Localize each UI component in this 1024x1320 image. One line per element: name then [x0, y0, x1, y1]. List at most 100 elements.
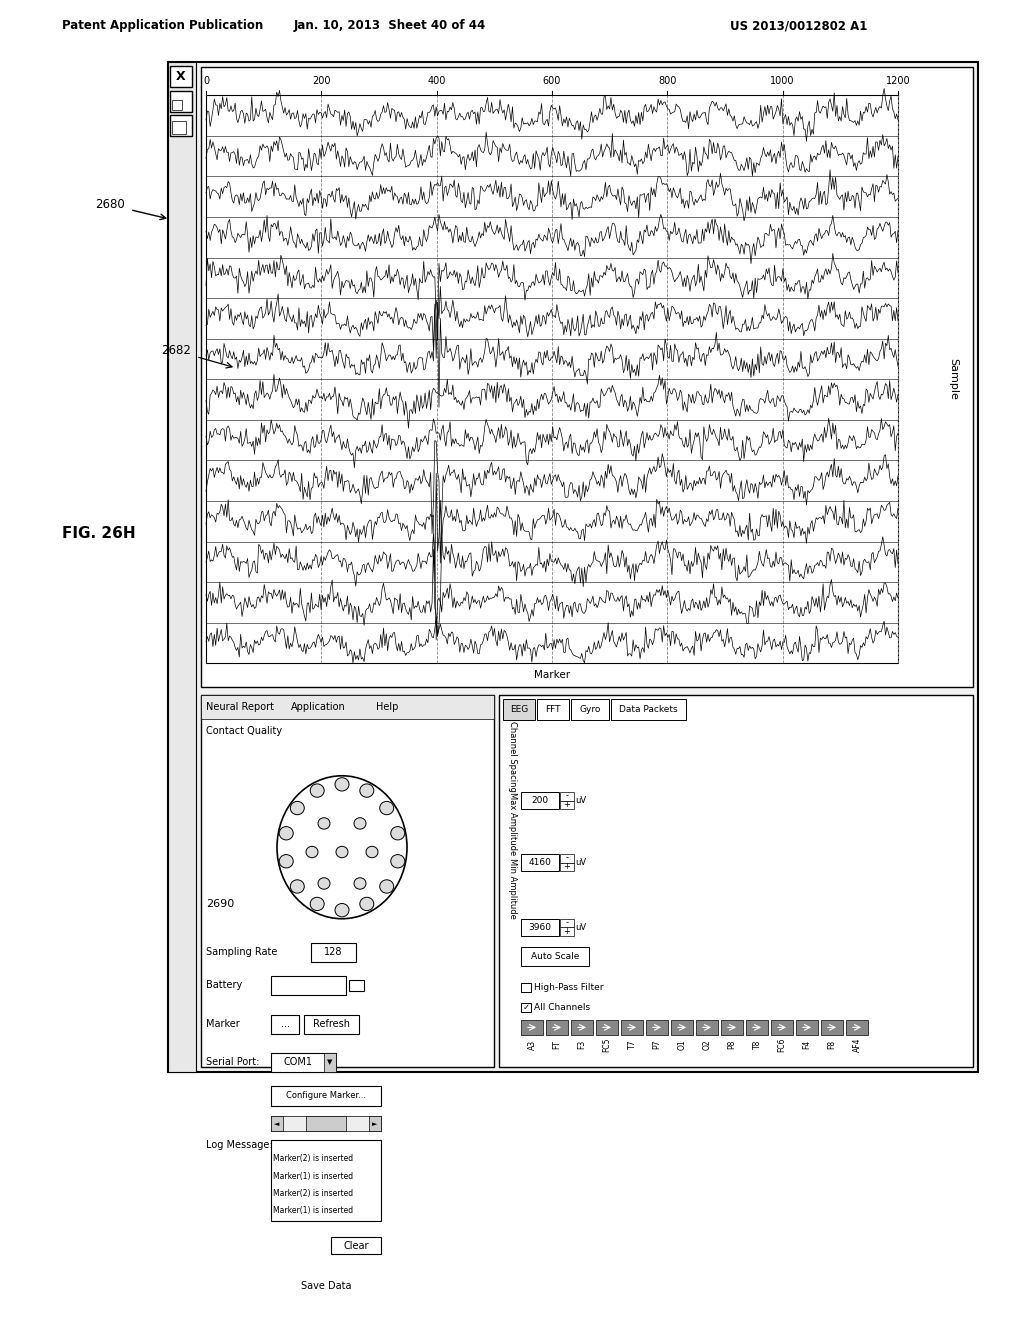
Text: -: - [565, 791, 568, 800]
Bar [271, 975, 346, 995]
Bar [271, 1140, 381, 1221]
Text: Configure Marker...: Configure Marker... [286, 1090, 366, 1100]
Text: P7: P7 [652, 1040, 662, 1049]
Circle shape [335, 903, 349, 917]
Bar [771, 1020, 793, 1035]
Bar [271, 1115, 283, 1131]
Text: Marker: Marker [534, 669, 570, 680]
Text: US 2013/0012802 A1: US 2013/0012802 A1 [730, 20, 867, 32]
Text: 600: 600 [543, 77, 561, 86]
Bar [746, 1020, 768, 1035]
Text: O2: O2 [702, 1039, 712, 1049]
Text: Marker(2) is inserted: Marker(2) is inserted [273, 1189, 353, 1197]
Bar [537, 698, 569, 719]
Text: FT: FT [553, 1040, 561, 1049]
Bar [671, 1020, 693, 1035]
Text: 200: 200 [312, 77, 331, 86]
Bar [560, 919, 574, 928]
Text: +: + [563, 862, 570, 871]
Text: 2682: 2682 [161, 345, 190, 358]
Text: Serial Port:: Serial Port: [206, 1057, 259, 1067]
Text: ►: ► [373, 1121, 378, 1127]
Text: uV: uV [575, 923, 586, 932]
Bar [170, 115, 193, 136]
Bar [521, 854, 559, 871]
Text: Jan. 10, 2013  Sheet 40 of 44: Jan. 10, 2013 Sheet 40 of 44 [294, 20, 486, 32]
Bar [521, 948, 589, 966]
Bar [271, 1319, 381, 1320]
Text: 128: 128 [324, 946, 342, 957]
Text: FC5: FC5 [602, 1038, 611, 1052]
Text: Gyro: Gyro [580, 705, 601, 714]
Text: 3960: 3960 [528, 923, 552, 932]
Text: ...: ... [281, 1019, 290, 1028]
Bar [170, 91, 193, 111]
Text: AF4: AF4 [853, 1038, 861, 1052]
Text: 4160: 4160 [528, 858, 552, 867]
Text: A3: A3 [527, 1039, 537, 1049]
Text: 2680: 2680 [95, 198, 125, 211]
Bar [271, 1086, 381, 1106]
Text: Min Amplitude: Min Amplitude [509, 858, 517, 919]
Text: ✓: ✓ [523, 1003, 530, 1012]
Text: ◄: ◄ [274, 1121, 280, 1127]
Bar [271, 1275, 381, 1299]
Bar [621, 1020, 643, 1035]
Text: F4: F4 [803, 1040, 811, 1049]
Text: ▼: ▼ [328, 1059, 333, 1065]
Text: Data Packets: Data Packets [618, 705, 677, 714]
Text: 0: 0 [203, 77, 209, 86]
Text: 2690: 2690 [206, 899, 234, 909]
Bar [306, 1115, 346, 1131]
Bar [721, 1020, 743, 1035]
Text: FC6: FC6 [777, 1038, 786, 1052]
Bar [571, 1020, 593, 1035]
Text: +: + [563, 927, 570, 936]
Text: High-Pass Filter: High-Pass Filter [534, 983, 603, 991]
Text: uV: uV [575, 796, 586, 805]
Bar [304, 1015, 359, 1034]
Bar [172, 100, 182, 110]
Bar [596, 1020, 618, 1035]
Text: COM1: COM1 [283, 1057, 312, 1067]
Circle shape [318, 878, 330, 890]
Text: FIG. 26H: FIG. 26H [62, 527, 135, 541]
Bar [271, 1053, 336, 1072]
Circle shape [380, 801, 393, 814]
Text: +: + [563, 800, 570, 809]
Text: Sample: Sample [948, 358, 958, 400]
Text: X: X [176, 70, 185, 83]
Circle shape [354, 817, 366, 829]
Bar [521, 1003, 531, 1012]
Bar [201, 694, 494, 718]
Bar [521, 1020, 543, 1035]
Circle shape [280, 826, 293, 840]
Text: 1200: 1200 [886, 77, 910, 86]
Bar [503, 698, 535, 719]
Ellipse shape [278, 776, 407, 919]
Circle shape [335, 777, 349, 791]
Text: -: - [565, 917, 568, 927]
Bar [821, 1020, 843, 1035]
Bar [560, 854, 574, 862]
Bar [611, 698, 686, 719]
Bar [571, 698, 609, 719]
Bar [369, 1115, 381, 1131]
Bar [560, 862, 574, 871]
Text: Clear: Clear [343, 1241, 369, 1250]
Text: Channel Spacing: Channel Spacing [509, 721, 517, 792]
Text: Marker: Marker [206, 1019, 240, 1028]
Text: F8: F8 [827, 1040, 837, 1049]
Bar [846, 1020, 868, 1035]
Text: 1000: 1000 [770, 77, 795, 86]
Circle shape [310, 898, 325, 911]
Bar [206, 95, 898, 664]
Text: Contact Quality: Contact Quality [206, 726, 283, 737]
Text: All Channels: All Channels [534, 1003, 590, 1012]
Circle shape [380, 880, 393, 894]
Circle shape [336, 846, 348, 858]
Circle shape [391, 826, 404, 840]
Text: uV: uV [575, 858, 586, 867]
Text: Marker(1) is inserted: Marker(1) is inserted [273, 1172, 353, 1180]
Bar [311, 942, 356, 962]
